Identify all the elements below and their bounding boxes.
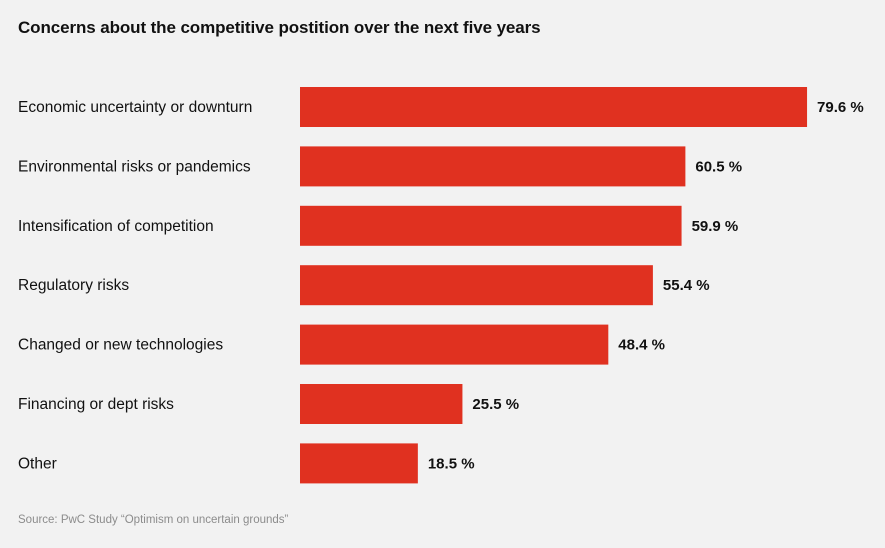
bar <box>300 384 463 424</box>
source-note: Source: PwC Study “Optimism on uncertain… <box>18 514 289 526</box>
bar <box>300 265 653 306</box>
category-label: Environmental risks or pandemics <box>18 158 251 175</box>
value-label: 60.5 % <box>695 158 742 175</box>
bars-layer: Economic uncertainty or downturn 79.6 % En… <box>18 87 864 484</box>
bar <box>300 146 686 187</box>
category-label: Intensification of competition <box>18 218 214 235</box>
category-label: Financing or dept risks <box>18 396 174 413</box>
value-label: 55.4 % <box>663 277 710 294</box>
bar <box>300 324 609 365</box>
bar <box>300 87 808 127</box>
bar <box>300 443 418 484</box>
value-label: 18.5 % <box>428 455 475 472</box>
value-label: 79.6 % <box>817 99 864 116</box>
category-label: Regulatory risks <box>18 277 129 294</box>
chart-title: Concerns about the competitive postition… <box>18 18 541 37</box>
value-label: 25.5 % <box>472 396 519 413</box>
category-label: Changed or new technologies <box>18 337 223 354</box>
category-label: Economic uncertainty or downturn <box>18 99 252 116</box>
category-label: Other <box>18 455 57 472</box>
value-label: 48.4 % <box>618 337 665 354</box>
value-label: 59.9 % <box>692 218 739 235</box>
bar <box>300 205 682 246</box>
